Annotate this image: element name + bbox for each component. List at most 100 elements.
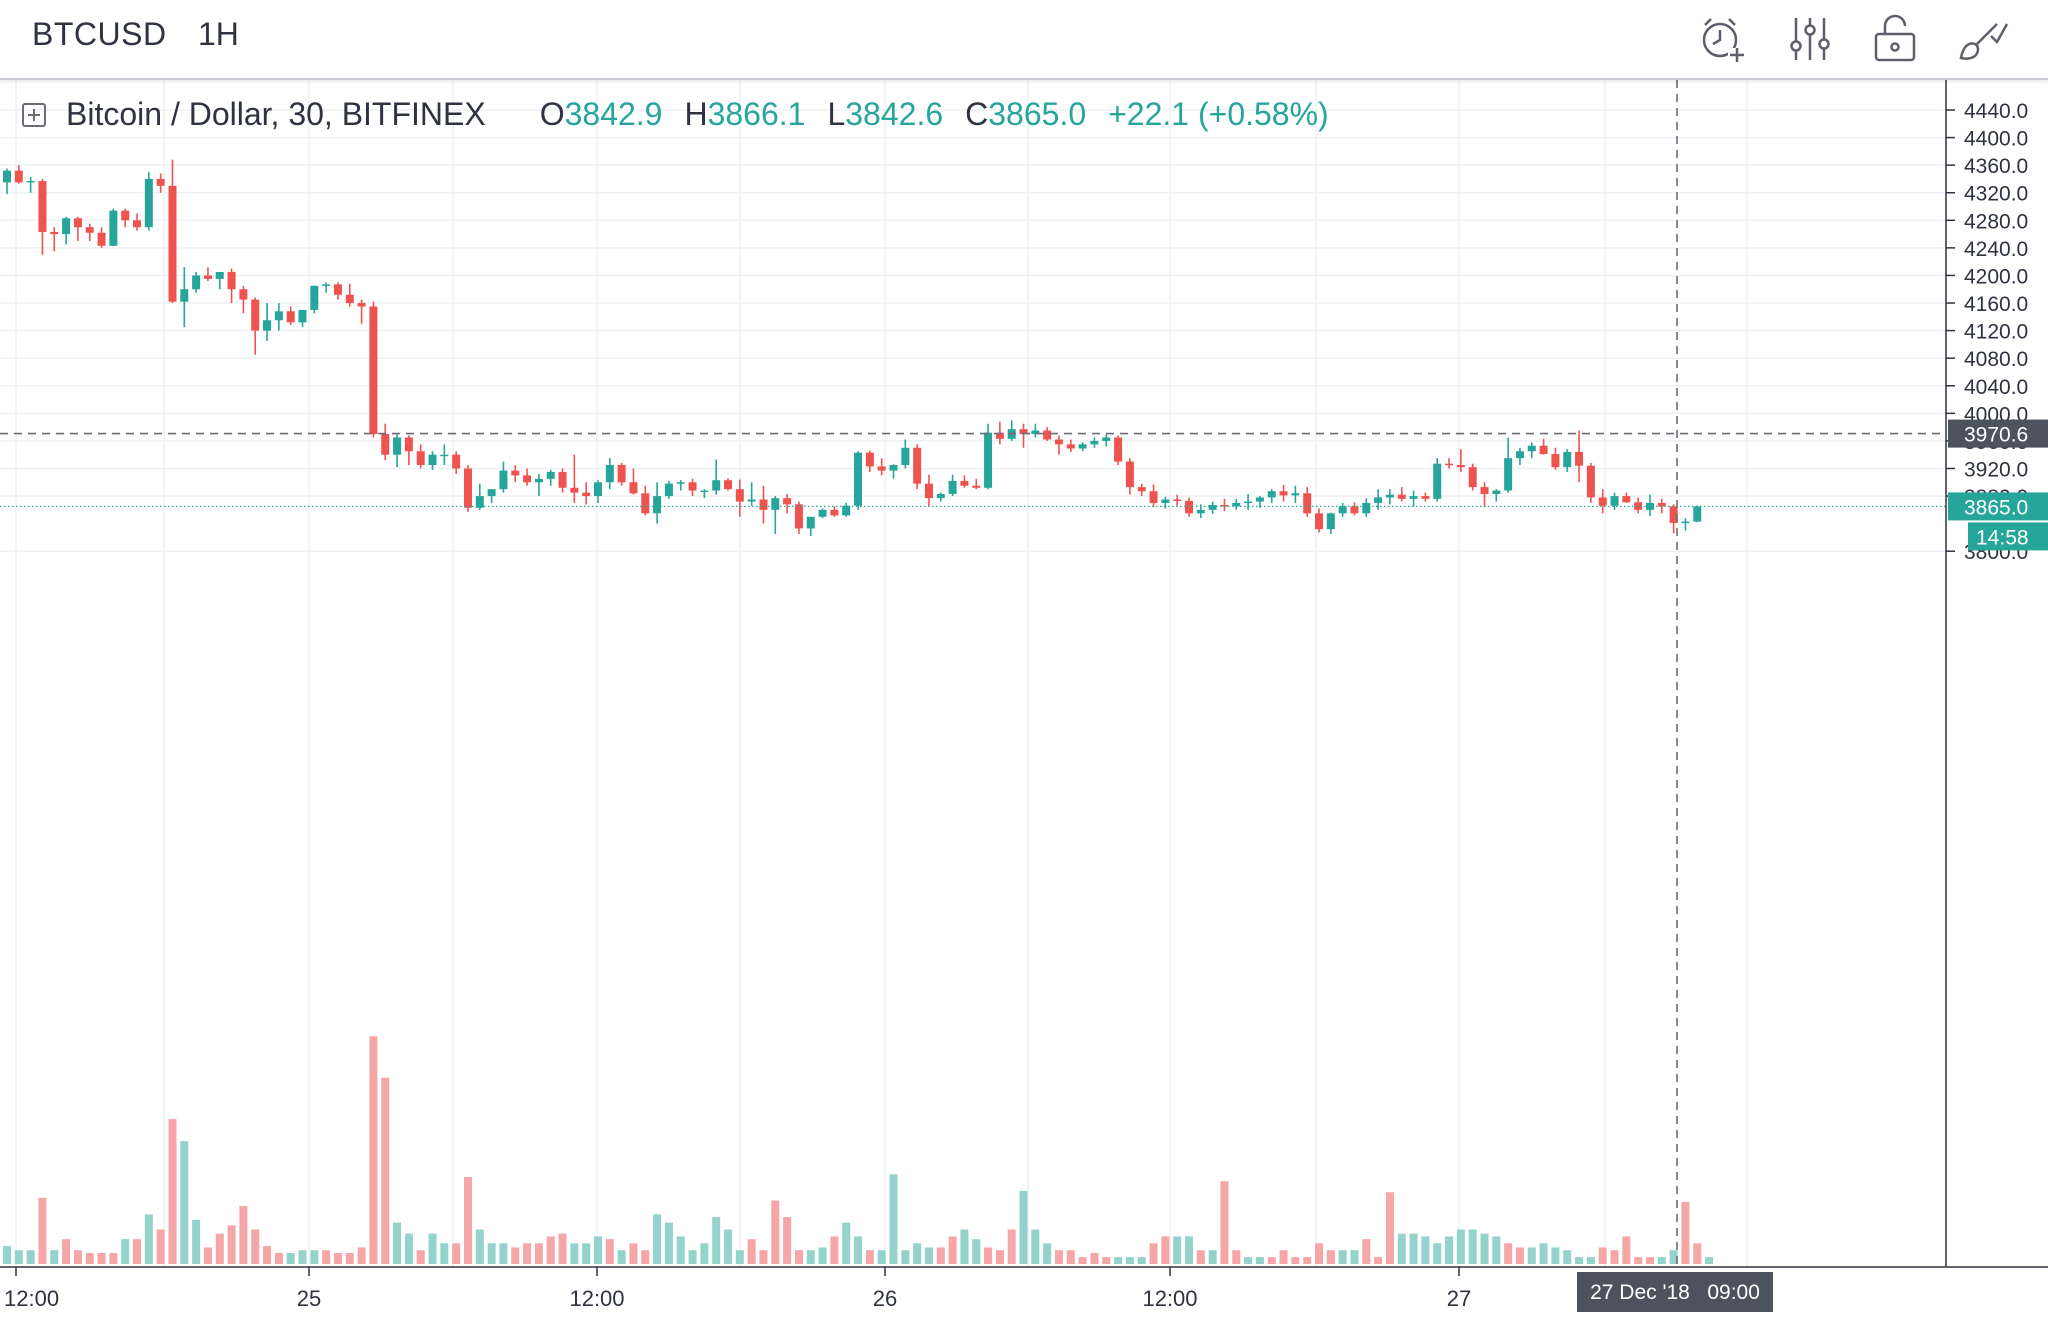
candle-body[interactable] — [1196, 509, 1205, 514]
candle-body[interactable] — [972, 485, 981, 488]
candle-body[interactable] — [133, 220, 142, 228]
candle-body[interactable] — [1693, 506, 1702, 522]
candle-body[interactable] — [759, 499, 768, 510]
candle-body[interactable] — [629, 482, 638, 494]
candle-body[interactable] — [192, 275, 201, 290]
candle-body[interactable] — [865, 452, 874, 467]
interval-button[interactable]: 1H — [198, 16, 239, 52]
candle-body[interactable] — [653, 496, 662, 514]
candle-body[interactable] — [771, 498, 780, 510]
candle-body[interactable] — [511, 470, 520, 476]
candle-body[interactable] — [227, 272, 236, 290]
candle-body[interactable] — [1338, 506, 1347, 514]
candle-body[interactable] — [747, 499, 756, 502]
candle-body[interactable] — [393, 437, 402, 455]
candle-body[interactable] — [1019, 429, 1028, 435]
candle-body[interactable] — [984, 432, 993, 488]
price-axis[interactable] — [1946, 80, 2048, 1267]
candle-body[interactable] — [310, 285, 319, 310]
candle-body[interactable] — [594, 482, 602, 497]
candle-body[interactable] — [1102, 437, 1111, 441]
candle-body[interactable] — [1480, 487, 1489, 494]
candle-body[interactable] — [724, 480, 733, 490]
candle-body[interactable] — [1551, 454, 1560, 468]
candle-body[interactable] — [1090, 440, 1099, 445]
candle-body[interactable] — [62, 218, 71, 235]
candle-body[interactable] — [1527, 445, 1536, 452]
candle-body[interactable] — [1326, 513, 1335, 530]
candle-body[interactable] — [1575, 451, 1584, 466]
candle-body[interactable] — [1291, 493, 1300, 496]
candle-body[interactable] — [1149, 491, 1158, 503]
candle-body[interactable] — [1598, 497, 1607, 506]
candle-body[interactable] — [1362, 502, 1371, 514]
candle-body[interactable] — [877, 466, 886, 471]
candle-body[interactable] — [1539, 445, 1548, 455]
candle-body[interactable] — [1456, 465, 1465, 468]
candle-body[interactable] — [1114, 437, 1123, 462]
candle-body[interactable] — [1681, 521, 1690, 524]
candle-body[interactable] — [605, 465, 614, 483]
candle-body[interactable] — [1634, 502, 1643, 510]
indicators-icon[interactable] — [1782, 10, 1838, 66]
candle-body[interactable] — [440, 454, 449, 457]
candle-body[interactable] — [428, 454, 437, 466]
candle-body[interactable] — [239, 289, 248, 300]
candle-body[interactable] — [369, 306, 378, 435]
candle-body[interactable] — [1515, 451, 1524, 459]
candle-body[interactable] — [1586, 465, 1595, 498]
candle-body[interactable] — [381, 434, 390, 455]
candle-body[interactable] — [3, 170, 11, 183]
candle-body[interactable] — [180, 289, 189, 302]
candle-body[interactable] — [156, 178, 165, 186]
candle-body[interactable] — [617, 465, 626, 483]
candle-body[interactable] — [1374, 497, 1383, 503]
candle-body[interactable] — [1622, 496, 1631, 503]
candle-body[interactable] — [960, 480, 969, 486]
candle-body[interactable] — [1043, 430, 1052, 440]
candle-body[interactable] — [475, 496, 484, 508]
candle-body[interactable] — [1610, 496, 1619, 506]
candle-body[interactable] — [1397, 494, 1406, 499]
candle-body[interactable] — [570, 487, 579, 493]
candle-body[interactable] — [121, 210, 130, 221]
candle-body[interactable] — [452, 454, 461, 469]
candle-body[interactable] — [298, 309, 307, 323]
candle-body[interactable] — [1125, 461, 1134, 488]
candle-body[interactable] — [794, 504, 803, 529]
candle-body[interactable] — [1468, 467, 1477, 488]
candle-body[interactable] — [842, 505, 851, 516]
candle-body[interactable] — [889, 465, 898, 471]
candle-body[interactable] — [333, 284, 342, 295]
candle-body[interactable] — [913, 447, 922, 484]
candle-body[interactable] — [1385, 494, 1394, 498]
candle-body[interactable] — [806, 516, 815, 529]
candle-body[interactable] — [924, 483, 933, 499]
candle-body[interactable] — [416, 451, 425, 466]
candle-body[interactable] — [995, 432, 1004, 439]
candle-body[interactable] — [274, 311, 283, 321]
candle-body[interactable] — [50, 232, 59, 235]
candle-body[interactable] — [203, 275, 212, 279]
candle-body[interactable] — [854, 452, 863, 506]
candle-body[interactable] — [1279, 491, 1288, 496]
candle-body[interactable] — [144, 178, 153, 228]
candle-body[interactable] — [830, 509, 839, 516]
candle-body[interactable] — [1078, 444, 1087, 449]
candle-body[interactable] — [286, 311, 295, 323]
candle-body[interactable] — [1137, 487, 1146, 492]
candle-body[interactable] — [783, 498, 792, 505]
candle-body[interactable] — [1244, 501, 1253, 504]
candle-body[interactable] — [1504, 458, 1513, 491]
candle-body[interactable] — [1232, 502, 1241, 507]
candle-body[interactable] — [735, 489, 744, 502]
candle-body[interactable] — [263, 320, 272, 331]
symbol-button[interactable]: BTCUSD — [32, 16, 167, 52]
candle-body[interactable] — [1315, 513, 1324, 530]
candle-body[interactable] — [1173, 499, 1182, 502]
candle-body[interactable] — [558, 471, 567, 488]
candle-body[interactable] — [534, 478, 543, 483]
candle-body[interactable] — [97, 232, 106, 246]
candle-body[interactable] — [1409, 496, 1418, 499]
candle-body[interactable] — [818, 509, 827, 517]
